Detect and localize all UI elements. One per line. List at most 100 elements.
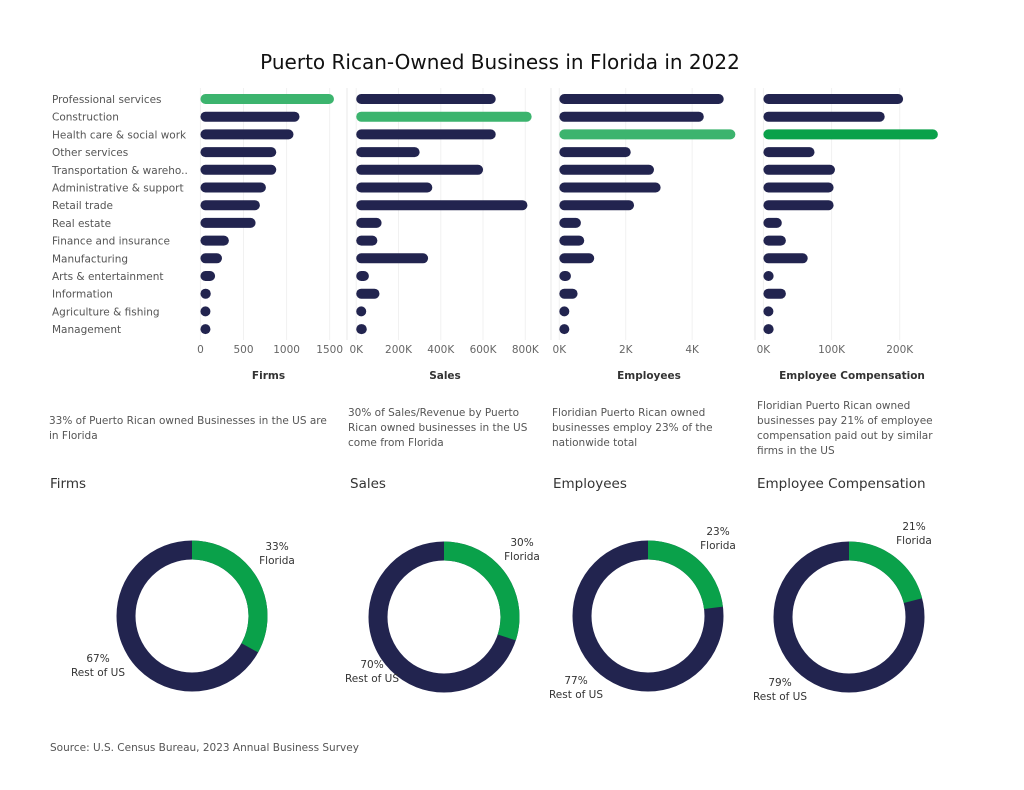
firms-axis-title: Firms (252, 370, 285, 382)
employee-compensation-bar-manufacturing (763, 253, 808, 264)
employee-compensation-axis-title: Employee Compensation (779, 370, 925, 382)
employees-bar-management (559, 324, 570, 335)
firms-tick-label: 0 (197, 344, 204, 356)
firms-bar-agriculture-fishing (200, 306, 211, 317)
employee-compensation-tick-label: 200K (886, 344, 914, 356)
category-label-health-care-social-work: Health care & social work (52, 129, 187, 141)
employee-compensation-bar-transportation-wareho (763, 164, 835, 175)
employee-compensation-florida-pct-label: 21% (902, 521, 925, 533)
employees-note: Floridian Puerto Rican owned businesses … (552, 407, 713, 449)
employees-bar-administrative-support (559, 182, 661, 193)
firms-bar-health-care-social-work (200, 129, 294, 140)
firms-bar-administrative-support (200, 182, 266, 193)
category-label-administrative-support: Administrative & support (52, 183, 184, 195)
employees-bar-health-care-social-work (559, 129, 736, 140)
sales-rest-label: Rest of US (345, 673, 399, 685)
employees-bar-real-estate (559, 217, 581, 228)
firms-bar-arts-entertainment (200, 271, 216, 281)
employee-compensation-slice-florida (773, 541, 925, 693)
sales-tick-label: 800K (512, 344, 540, 356)
sales-tick-label: 200K (385, 344, 413, 356)
sales-axis-title: Sales (429, 370, 461, 382)
sales-bar-manufacturing (356, 253, 429, 264)
employees-bar-transportation-wareho (559, 164, 654, 175)
firms-bar-manufacturing (200, 253, 222, 264)
employee-compensation-bar-health-care-social-work (763, 129, 938, 140)
employee-compensation-bar-construction (763, 111, 885, 122)
category-label-manufacturing: Manufacturing (52, 253, 128, 265)
firms-bar-other-services (200, 147, 277, 158)
employees-donut-title: Employees (553, 476, 627, 492)
employee-compensation-bar-agriculture-fishing (763, 306, 774, 317)
sales-bar-health-care-social-work (356, 129, 496, 140)
employees-tick-label: 4K (685, 344, 700, 356)
firms-florida-label: Florida (259, 555, 295, 567)
employee-compensation-bar-other-services (763, 147, 815, 158)
sales-florida-pct-label: 30% (510, 537, 533, 549)
firms-bar-construction (200, 111, 300, 122)
employees-bar-retail-trade (559, 200, 635, 211)
category-label-management: Management (52, 324, 121, 336)
employees-axis-title: Employees (617, 370, 681, 382)
firms-donut-title: Firms (50, 476, 87, 492)
employees-bar-other-services (559, 147, 631, 158)
sales-bar-real-estate (356, 217, 382, 228)
source-note: Source: U.S. Census Bureau, 2023 Annual … (50, 742, 359, 754)
firms-rest-label: Rest of US (71, 667, 125, 679)
employee-compensation-rest-pct-label: 79% (768, 677, 791, 689)
employees-bar-arts-entertainment (559, 271, 571, 281)
employees-tick-label: 0K (553, 344, 568, 356)
employees-tick-label: 2K (619, 344, 634, 356)
category-label-information: Information (52, 289, 113, 301)
compensation-donut-title: Employee Compensation (757, 476, 926, 492)
firms-tick-label: 500 (233, 344, 253, 356)
employees-bar-manufacturing (559, 253, 595, 264)
employee-compensation-rest-label: Rest of US (753, 691, 807, 703)
employee-compensation-florida-label: Florida (896, 535, 932, 547)
employees-bar-finance-and-insurance (559, 235, 585, 246)
sales-tick-label: 0K (349, 344, 364, 356)
employees-florida-label: Florida (700, 540, 736, 552)
employee-compensation-bar-professional-services (763, 94, 904, 104)
sales-slice-florida (368, 541, 520, 693)
sales-florida-label: Florida (504, 551, 540, 563)
firms-bar-professional-services (200, 94, 334, 104)
employee-compensation-bar-administrative-support (763, 182, 834, 193)
employees-rest-pct-label: 77% (564, 675, 587, 687)
sales-bar-information (356, 288, 380, 299)
employees-rest-label: Rest of US (549, 689, 603, 701)
sales-bar-arts-entertainment (356, 271, 369, 281)
category-label-real-estate: Real estate (52, 218, 111, 230)
page-title: Puerto Rican-Owned Business in Florida i… (260, 50, 740, 74)
sales-note: 30% of Sales/Revenue by Puerto Rican own… (348, 407, 528, 449)
firms-rest-pct-label: 67% (86, 653, 109, 665)
employee-compensation-bar-arts-entertainment (763, 271, 774, 281)
category-label-agriculture-fishing: Agriculture & fishing (52, 306, 160, 318)
sales-tick-label: 400K (427, 344, 455, 356)
category-label-arts-entertainment: Arts & entertainment (52, 271, 164, 283)
firms-bar-retail-trade (200, 200, 260, 211)
category-label-professional-services: Professional services (52, 94, 162, 106)
employee-compensation-tick-label: 100K (818, 344, 846, 356)
employee-compensation-bar-management (763, 324, 774, 335)
employee-compensation-bar-information (763, 288, 786, 299)
sales-rest-pct-label: 70% (360, 659, 383, 671)
employee-compensation-bar-retail-trade (763, 200, 834, 211)
sales-bar-retail-trade (356, 200, 528, 211)
category-label-transportation-wareho: Transportation & wareho.. (51, 165, 188, 177)
employee-compensation-bar-real-estate (763, 217, 782, 228)
compensation-note: Floridian Puerto Rican owned businesses … (757, 400, 933, 457)
firms-florida-pct-label: 33% (265, 541, 288, 553)
sales-donut-title: Sales (350, 476, 386, 492)
employees-bar-construction (559, 111, 704, 122)
sales-bar-professional-services (356, 94, 496, 104)
employee-compensation-tick-label: 0K (757, 344, 772, 356)
sales-bar-finance-and-insurance (356, 235, 378, 246)
sales-tick-label: 600K (470, 344, 498, 356)
sales-bar-management (356, 324, 367, 335)
sales-bar-construction (356, 111, 532, 122)
firms-tick-label: 1000 (273, 344, 300, 356)
firms-bar-finance-and-insurance (200, 235, 229, 246)
employees-bar-information (559, 288, 578, 299)
